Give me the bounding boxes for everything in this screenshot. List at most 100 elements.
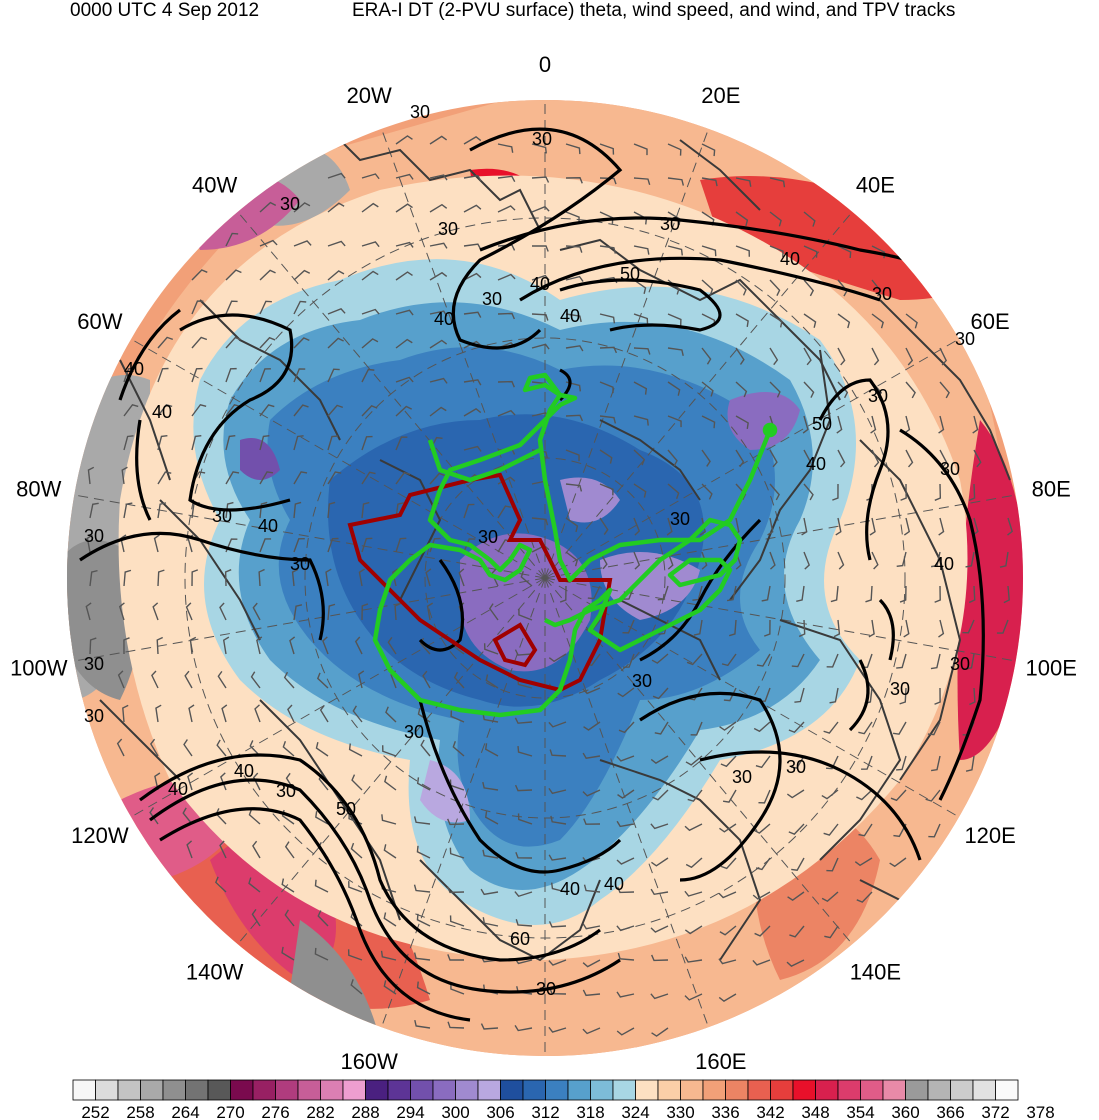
wind-barb [314, 947, 329, 961]
contour-label: 30 [868, 386, 888, 406]
longitude-label: 100E [1025, 655, 1076, 680]
wind-barb [514, 717, 533, 724]
wind-barb [667, 483, 680, 500]
wind-barb [803, 381, 815, 398]
wind-barb [426, 602, 434, 621]
wind-barb [650, 925, 669, 933]
colorbar-label: 372 [981, 1103, 1009, 1120]
wind-barb [565, 245, 583, 253]
longitude-label: 140W [186, 960, 244, 985]
wind-barb [871, 347, 880, 366]
wind-barb [155, 704, 162, 723]
wind-barb [361, 173, 380, 180]
wind-barb [327, 368, 340, 383]
wind-barb [429, 242, 448, 249]
wind-barb [699, 517, 706, 536]
wind-barb [225, 434, 236, 451]
wind-barb [599, 346, 618, 354]
wind-barb [823, 721, 839, 734]
colorbar-swatch [590, 1079, 614, 1101]
wind-barb [865, 585, 873, 603]
wind-barb [157, 502, 167, 519]
wind-barb [837, 551, 845, 570]
wind-barbs [85, 135, 1013, 1037]
wind-barb [599, 483, 614, 496]
contour-label: 40 [124, 359, 144, 379]
wind-barb [414, 1019, 431, 1029]
wind-barb [380, 950, 397, 961]
wind-barb [150, 738, 159, 757]
wind-barb [191, 403, 207, 417]
wind-barb [687, 789, 703, 802]
wind-barb [259, 300, 272, 315]
wind-barb [832, 483, 839, 501]
wind-barb [259, 501, 268, 519]
wind-barb [447, 1021, 465, 1029]
wind-barb [693, 619, 703, 636]
wind-barb [599, 313, 616, 324]
contour-label: 30 [84, 526, 104, 546]
wind-barb [463, 272, 482, 281]
theta-colorbar: 252 258 264 270 276 282 288 294 300 306 312 318 324 3… [72, 1079, 1055, 1120]
wind-barb [361, 435, 373, 451]
longitude-label: 120E [964, 823, 1015, 848]
wind-barb [517, 813, 533, 825]
wind-barb [149, 807, 159, 825]
wind-barb [259, 201, 277, 213]
colorbar-swatch [207, 1079, 231, 1101]
wind-barb [769, 177, 786, 188]
wind-barb [151, 670, 159, 689]
wind-barb [484, 811, 499, 825]
wind-barb [413, 884, 431, 893]
wind-barb [447, 818, 465, 826]
wind-barb [185, 602, 193, 621]
wind-barb [480, 888, 499, 896]
wind-barb [87, 466, 95, 485]
wind-barb [293, 471, 308, 485]
wind-barb [387, 636, 397, 655]
wind-barb [293, 435, 304, 451]
contour-label: 30 [84, 706, 104, 726]
wind-barb [419, 637, 431, 655]
wind-barb [463, 174, 482, 182]
wind-barb [416, 981, 431, 995]
wind-barb [497, 380, 515, 388]
wind-barb [361, 270, 379, 281]
tpv-track-main [372, 372, 773, 718]
wind-barb [531, 313, 549, 321]
tpv-track-endpoint [762, 422, 778, 438]
wind-barb [633, 177, 651, 186]
wind-barb [463, 311, 482, 318]
wind-barb [928, 823, 941, 838]
wind-barb [938, 619, 945, 638]
contour-label: 40 [604, 874, 624, 894]
wind-barb [753, 721, 771, 733]
wind-barb [123, 404, 139, 417]
wind-barb [684, 890, 703, 897]
wind-barb [463, 445, 482, 452]
wind-barb [938, 517, 945, 536]
wind-barb [685, 755, 703, 766]
wind-barb [718, 958, 737, 965]
wind-barb [225, 471, 240, 485]
wind-barb [497, 205, 516, 213]
wind-barb [515, 919, 533, 927]
wind-barb [996, 619, 1009, 634]
wind-barb [123, 637, 130, 655]
wind-barb [480, 1023, 499, 1030]
wind-barb [755, 755, 771, 769]
wind-barb [485, 674, 499, 689]
wind-barb [518, 608, 533, 621]
wind-barb [583, 818, 601, 825]
wind-barb [587, 585, 601, 600]
wind-barb [215, 876, 227, 893]
wind-barb [599, 449, 613, 464]
valid-time-label: 0000 UTC 4 Sep 2012 [70, 0, 260, 21]
contour-label: 30 [660, 214, 680, 234]
wind-barb [735, 177, 752, 187]
wind-barb [284, 909, 295, 927]
wind-barb [871, 313, 884, 329]
wind-barb [258, 568, 265, 587]
wind-barb [152, 602, 159, 621]
wind-barb [531, 245, 549, 252]
